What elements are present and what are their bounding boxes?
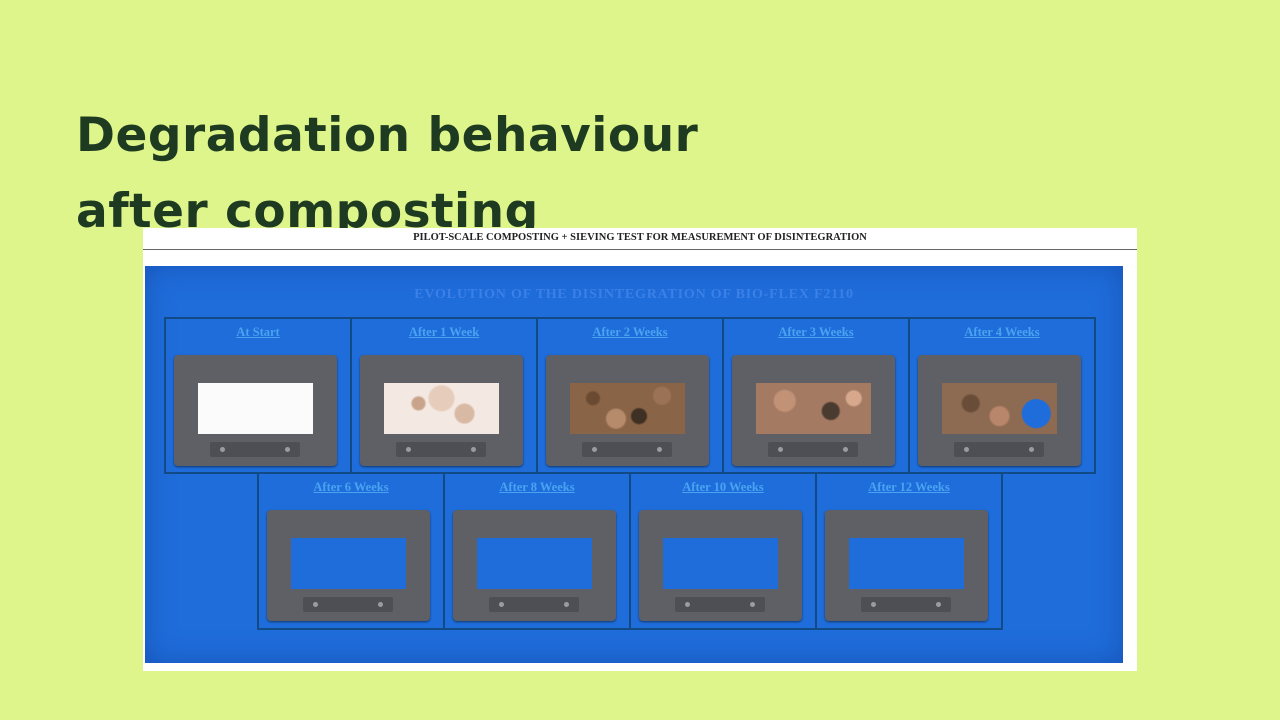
sample-image	[384, 383, 499, 434]
slide-tab	[396, 442, 486, 457]
sample-image	[291, 538, 406, 589]
panel-title: EVOLUTION OF THE DISINTEGRATION OF BIO-F…	[414, 287, 854, 302]
sample-image	[756, 383, 871, 434]
slide-frame	[732, 355, 895, 466]
slide-tab	[210, 442, 300, 457]
slide-tab	[954, 442, 1044, 457]
stage-cell-week-12: After 12 Weeks	[815, 472, 1003, 630]
slide-frame	[546, 355, 709, 466]
slide-frame	[174, 355, 337, 466]
stage-cell-week-1: After 1 Week	[350, 317, 538, 474]
header-divider	[143, 249, 1137, 250]
sample-image	[198, 383, 313, 434]
sample-image	[849, 538, 964, 589]
stage-label: After 4 Weeks	[964, 325, 1040, 339]
stage-label: After 3 Weeks	[778, 325, 854, 339]
slide-tab	[303, 597, 393, 612]
stage-cell-week-6: After 6 Weeks	[257, 472, 445, 630]
slide-frame	[453, 510, 616, 621]
sample-image	[942, 383, 1057, 434]
slide-frame	[918, 355, 1081, 466]
slide-tab	[861, 597, 951, 612]
stage-label: After 12 Weeks	[868, 480, 950, 494]
sample-image	[477, 538, 592, 589]
scanned-document: PILOT-SCALE COMPOSTING + SIEVING TEST FO…	[143, 228, 1137, 671]
stage-cell-week-4: After 4 Weeks	[908, 317, 1096, 474]
stage-label: After 10 Weeks	[682, 480, 764, 494]
slide-tab	[768, 442, 858, 457]
sample-image	[570, 383, 685, 434]
stage-cell-week-2: After 2 Weeks	[536, 317, 724, 474]
stage-label: After 1 Week	[408, 325, 480, 339]
slide-tab	[675, 597, 765, 612]
slide-frame	[360, 355, 523, 466]
disintegration-panel: EVOLUTION OF THE DISINTEGRATION OF BIO-F…	[145, 266, 1123, 663]
stage-label: At Start	[236, 325, 280, 339]
stage-cell-week-3: After 3 Weeks	[722, 317, 910, 474]
slide-tab	[582, 442, 672, 457]
document-header: PILOT-SCALE COMPOSTING + SIEVING TEST FO…	[413, 232, 867, 243]
slide-frame	[825, 510, 988, 621]
sample-image	[663, 538, 778, 589]
stage-cell-week-8: After 8 Weeks	[443, 472, 631, 630]
stage-label: After 8 Weeks	[499, 480, 575, 494]
stage-cell-at-start: At Start	[164, 317, 352, 474]
stage-label: After 2 Weeks	[592, 325, 668, 339]
stage-cell-week-10: After 10 Weeks	[629, 472, 817, 630]
slide-title-line-1: Degradation behaviour	[76, 108, 699, 163]
slide-frame	[267, 510, 430, 621]
slide-tab	[489, 597, 579, 612]
slide-frame	[639, 510, 802, 621]
stage-label: After 6 Weeks	[313, 480, 389, 494]
slide-title: Degradation behaviour after composting	[76, 98, 698, 250]
